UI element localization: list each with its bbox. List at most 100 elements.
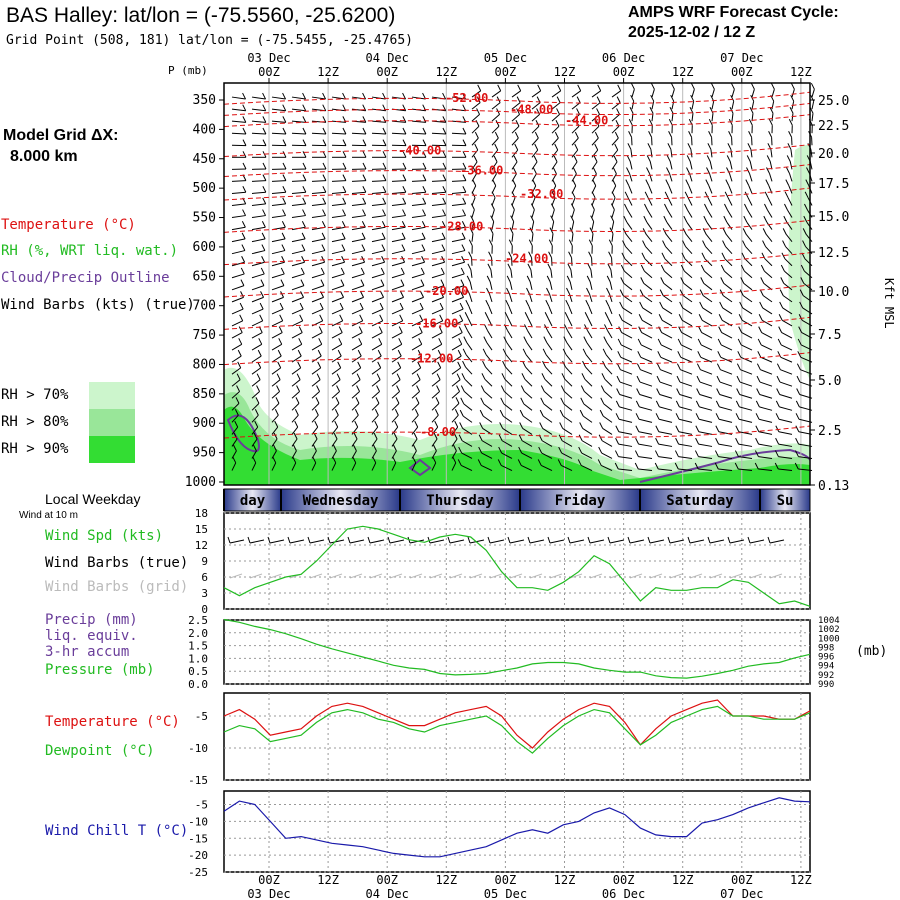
wind-barb [455, 397, 460, 404]
wind-barb [720, 356, 733, 363]
wind-barb [351, 285, 365, 291]
wind-barb [571, 102, 581, 110]
wind-barb [262, 162, 267, 170]
wind-barb [578, 446, 583, 454]
wind-barb [551, 137, 559, 146]
wind-barb [351, 180, 366, 182]
wind-barb [714, 450, 719, 457]
surface-barb-grid [529, 573, 543, 579]
wind-barb [565, 366, 573, 375]
wind-barb [585, 366, 593, 375]
weekday-cell [281, 489, 400, 511]
wind-barb [451, 332, 463, 339]
wind-barb [282, 139, 287, 146]
wind-barb [371, 343, 383, 351]
wind-barb [587, 318, 593, 327]
wind-barb [626, 221, 633, 230]
wind-barb [311, 273, 325, 279]
wind-barb [774, 450, 779, 457]
wind-barb [679, 393, 693, 399]
wind-barb [336, 373, 341, 380]
wind-barb [666, 155, 671, 162]
wind-barb [464, 312, 469, 319]
wind-barb [664, 191, 669, 199]
wind-barb [680, 277, 685, 284]
weekday-label: Friday [555, 493, 606, 509]
wind-barb [695, 413, 700, 420]
wind-barb [415, 397, 420, 404]
precip-panel-ytick-label: 0.5 [188, 665, 208, 678]
wind-barb [331, 343, 343, 351]
wind-barb [695, 400, 700, 408]
wind-barb [242, 186, 247, 193]
wind-barb [591, 102, 601, 110]
wind-barb [302, 92, 307, 100]
wind-barb [703, 215, 708, 223]
wind-barb [331, 379, 341, 387]
wind-barb [511, 90, 521, 98]
wind-barb [411, 273, 425, 279]
wind-barb [509, 293, 513, 303]
wind-barb [411, 391, 420, 399]
wind-barb [352, 456, 357, 464]
wind-barb [392, 456, 397, 464]
wind-barb [682, 240, 686, 247]
wind-barb [583, 403, 593, 411]
wind-barb [459, 314, 464, 322]
windchill-panel-ytick-label: -10 [188, 815, 208, 828]
wind-barb [638, 326, 643, 333]
wind-barb [618, 468, 633, 472]
wind-barb [451, 180, 466, 182]
wind-barb [491, 149, 499, 158]
wind-barb [678, 443, 693, 447]
wind-barb [680, 369, 693, 375]
wind-barb [342, 92, 347, 100]
wind-barb [630, 149, 633, 158]
wind-barb [697, 338, 702, 346]
wind-barb [382, 151, 387, 158]
wind-barb [675, 400, 680, 408]
wind-barb [765, 246, 773, 255]
wind-barb [674, 450, 679, 457]
wind-barb [543, 336, 548, 343]
wind-barb [682, 228, 687, 235]
wind-barb [331, 320, 343, 327]
wind-barb [795, 437, 800, 445]
wind-barb [411, 180, 426, 182]
wind-barb [616, 375, 621, 383]
wind-barb [439, 314, 444, 322]
wind-barb [649, 106, 654, 114]
wind-barb [750, 149, 753, 158]
wind-barb [795, 413, 800, 420]
wind-barb [291, 343, 303, 351]
wind-barb [461, 440, 473, 447]
wind-barb [660, 264, 665, 272]
wind-barb [422, 127, 427, 135]
wind-barb [452, 444, 457, 452]
wind-barb [322, 162, 327, 170]
wind-barb [276, 373, 281, 380]
wind-barb [700, 356, 713, 363]
wind-barb [595, 120, 600, 127]
wind-barb [262, 209, 267, 216]
wind-barb [391, 343, 403, 351]
wind-barb [568, 305, 573, 315]
wind-barb [431, 273, 445, 279]
wind-barb [620, 264, 625, 272]
wind-barb [726, 167, 730, 174]
date-label-top: 07 Dec [720, 51, 763, 65]
wind-barb [747, 197, 753, 206]
wind-barb [781, 319, 793, 327]
wind-barb [431, 332, 443, 339]
wind-barb [231, 96, 246, 100]
wind-barb [299, 314, 304, 322]
wind-barb [242, 151, 247, 158]
wind-barb [707, 143, 712, 150]
wind-barb [614, 143, 619, 151]
isotherm-line [223, 425, 811, 439]
wind-barb [781, 252, 786, 260]
wind-barb [300, 279, 305, 286]
wind-barb [431, 438, 438, 447]
windchill-panel-frame [223, 790, 811, 873]
wind-barb [315, 397, 320, 404]
